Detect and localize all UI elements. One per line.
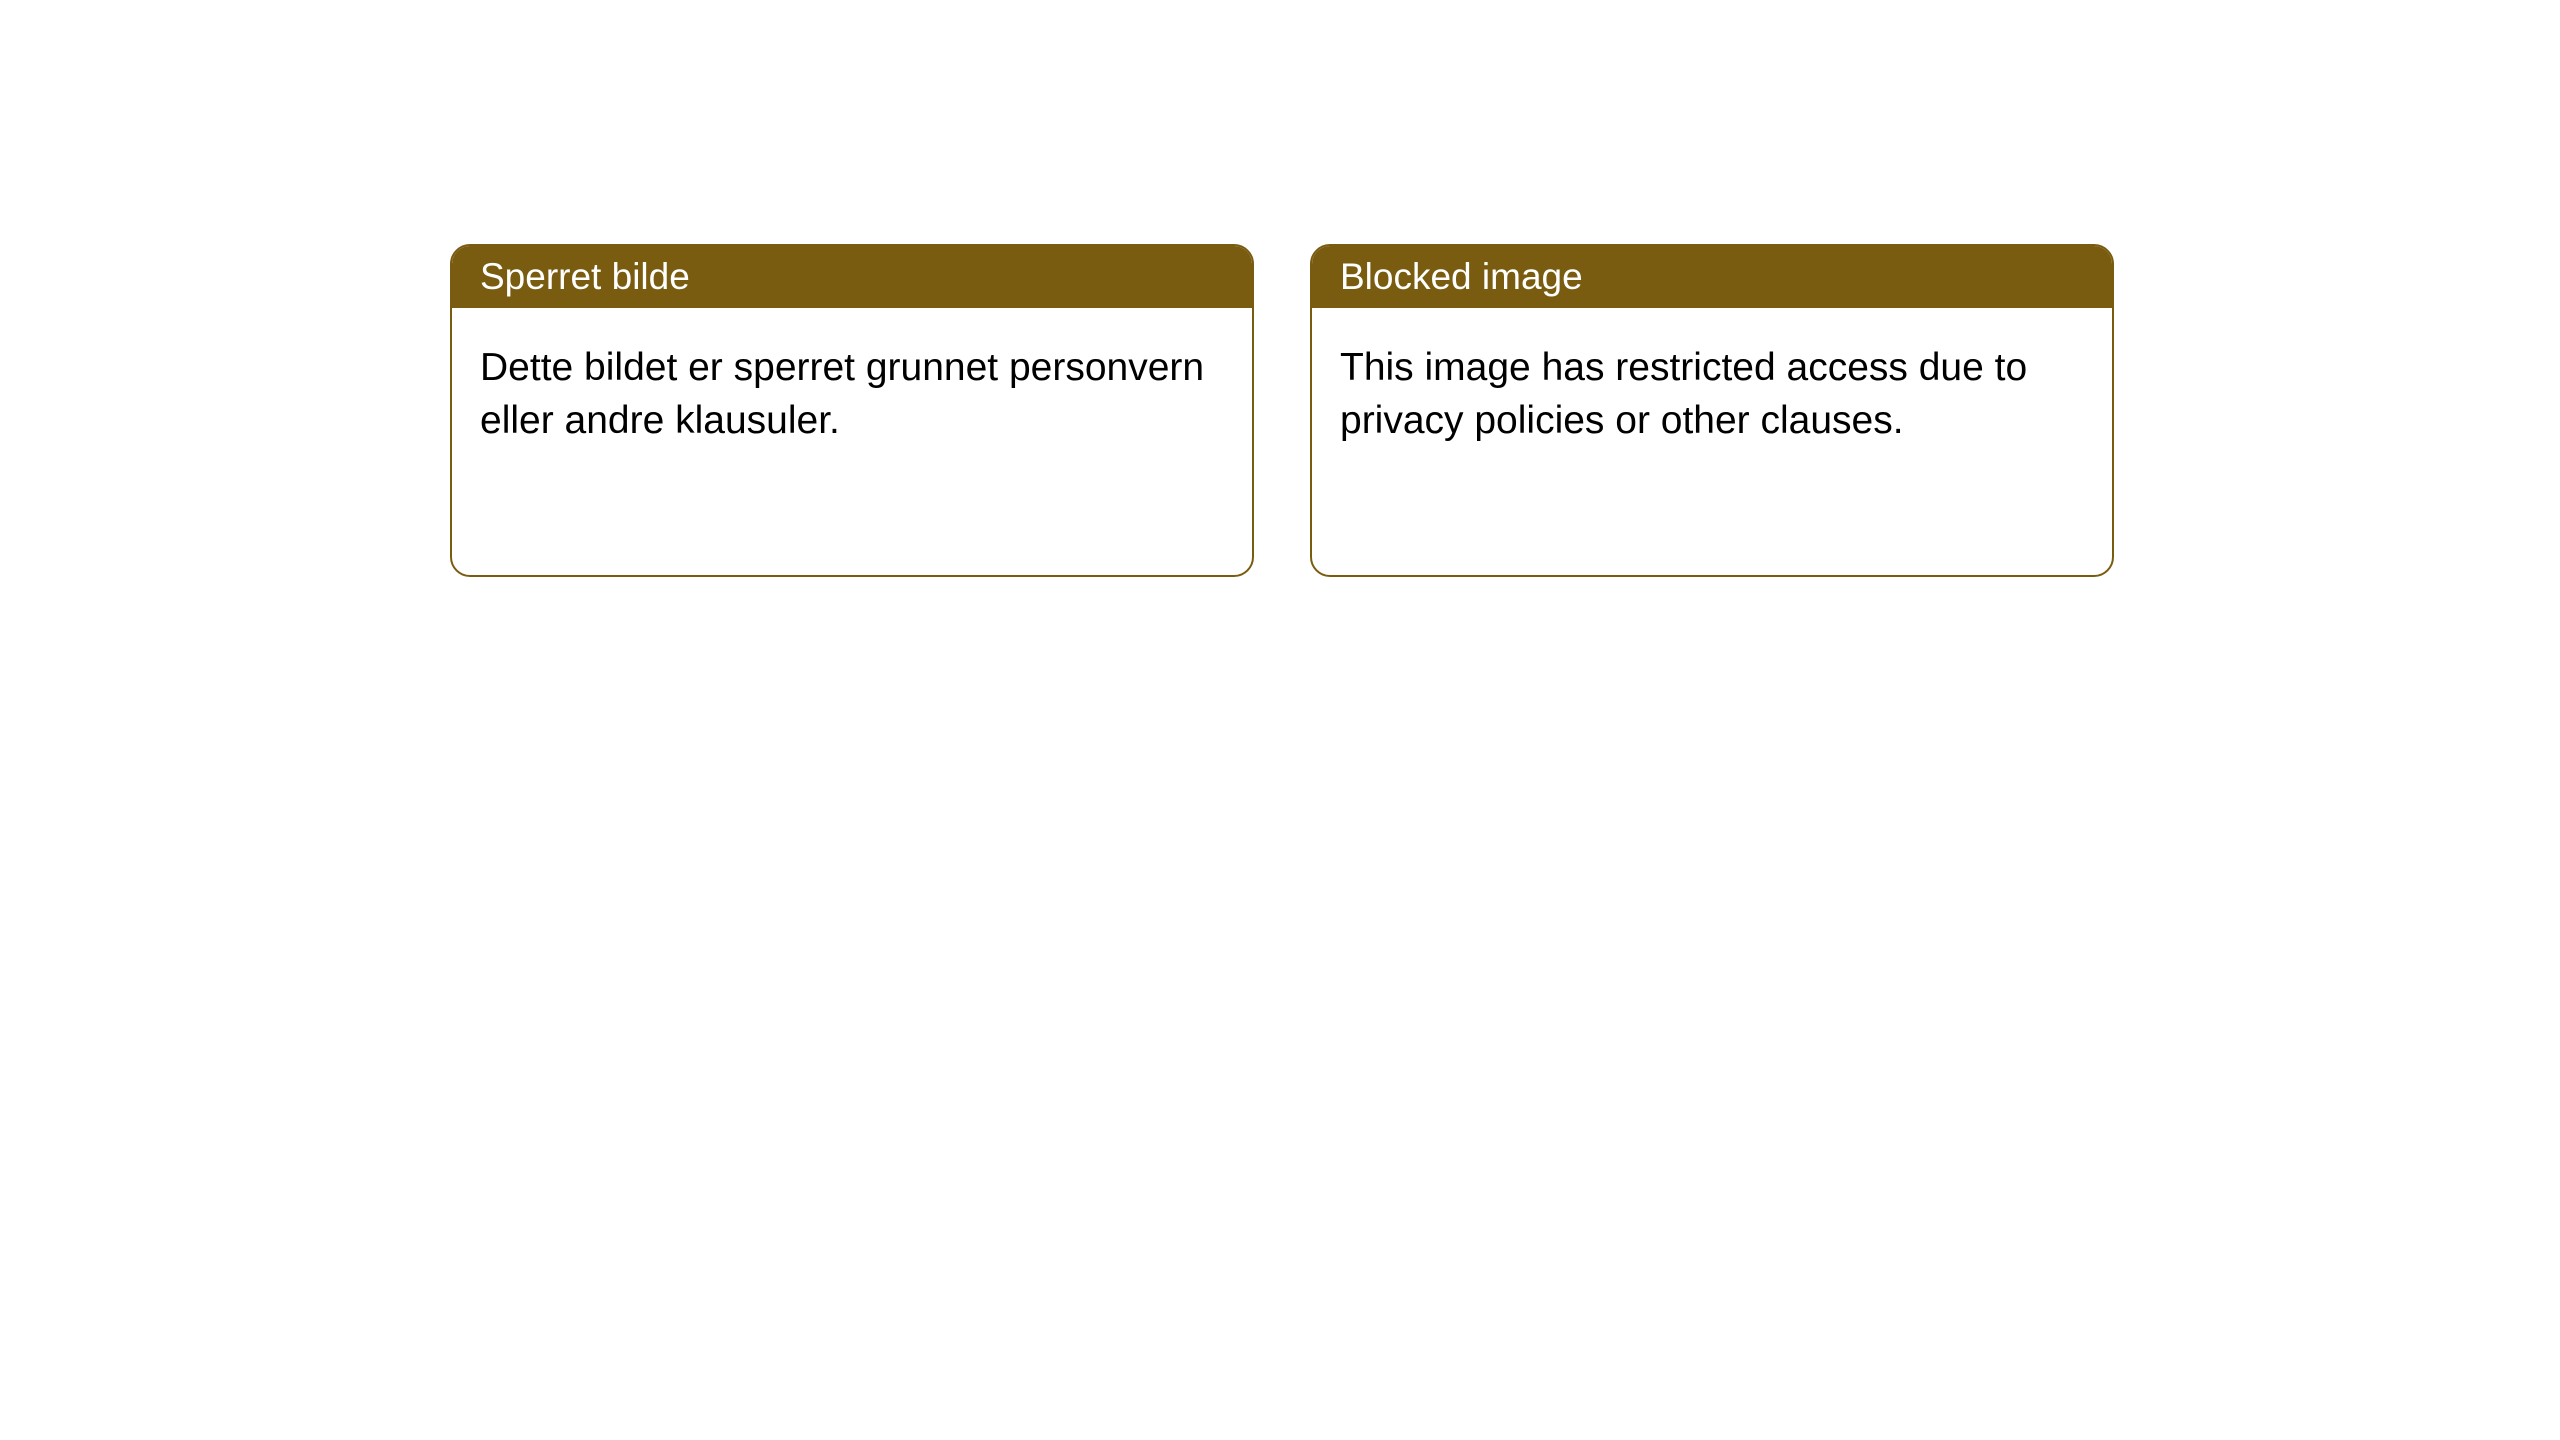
notice-header: Sperret bilde: [452, 246, 1252, 308]
notice-body: This image has restricted access due to …: [1312, 308, 2112, 481]
notice-card-english: Blocked image This image has restricted …: [1310, 244, 2114, 577]
notice-card-norwegian: Sperret bilde Dette bildet er sperret gr…: [450, 244, 1254, 577]
notice-body: Dette bildet er sperret grunnet personve…: [452, 308, 1252, 481]
notice-header: Blocked image: [1312, 246, 2112, 308]
notice-title: Blocked image: [1340, 256, 1583, 297]
notice-title: Sperret bilde: [480, 256, 690, 297]
notice-body-text: Dette bildet er sperret grunnet personve…: [480, 346, 1204, 441]
notice-container: Sperret bilde Dette bildet er sperret gr…: [450, 244, 2114, 577]
notice-body-text: This image has restricted access due to …: [1340, 346, 2027, 441]
